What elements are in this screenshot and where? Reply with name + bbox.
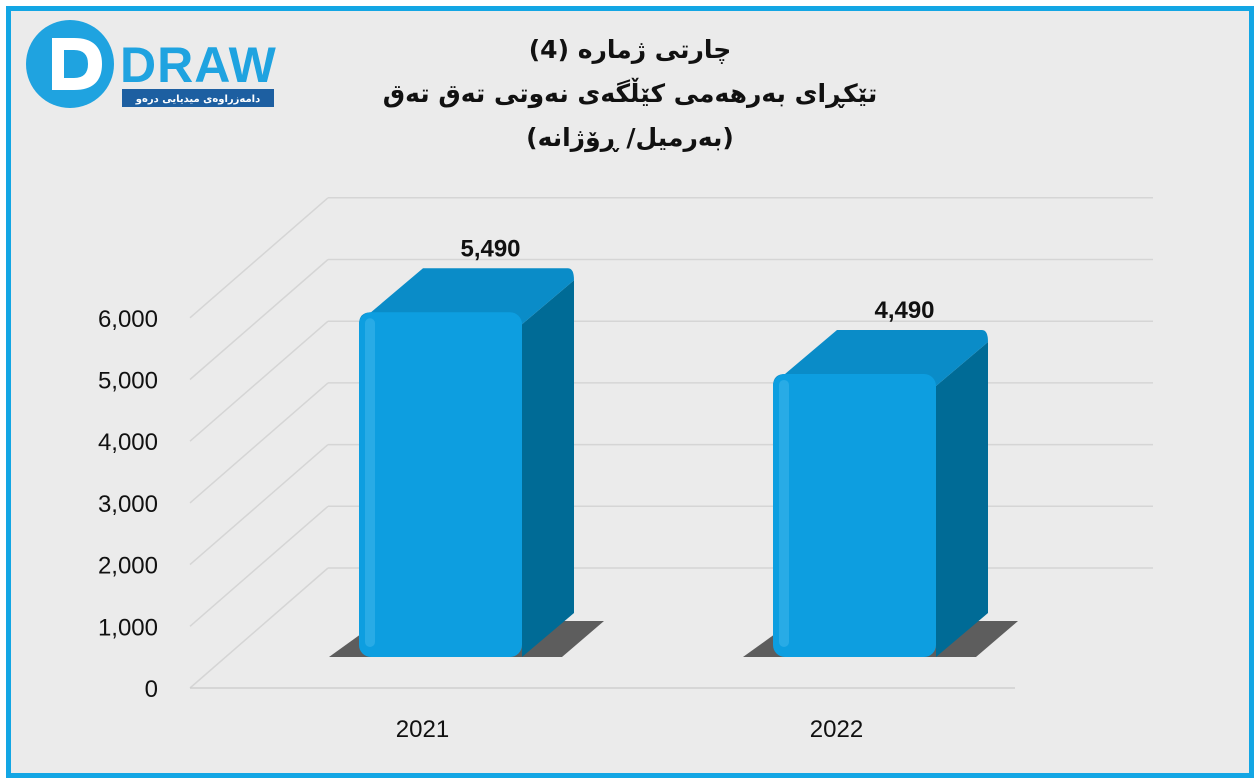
- y-tick-label: 6,000: [98, 306, 158, 333]
- y-axis: 0 1,000 2,000 3,000 4,000 5,000 6,000: [98, 306, 158, 703]
- gridline-diagonal: [189, 258, 329, 381]
- logo-d-letter: [52, 38, 102, 90]
- logo-tagline: دامەزراوەی میدیایی درەو: [135, 94, 260, 105]
- x-tick-label: 2022: [810, 716, 863, 743]
- data-label: 5,490: [460, 235, 520, 262]
- gridline-diagonal: [189, 320, 329, 442]
- gridline-diagonal: [189, 197, 329, 319]
- x-axis: 2021 2022: [396, 716, 863, 743]
- bar-highlight: [365, 318, 375, 647]
- gridline-diagonal: [189, 444, 329, 566]
- y-tick-label: 5,000: [98, 368, 158, 395]
- bar-side: [936, 341, 988, 657]
- gridline-diagonal: [189, 505, 329, 627]
- logo-wordmark: DRAW: [120, 37, 277, 93]
- logo-circle: [26, 20, 114, 108]
- x-tick-label: 2021: [396, 716, 449, 743]
- y-tick-label: 4,000: [98, 429, 158, 456]
- gridlines: [189, 197, 1153, 689]
- chart-frame: [6, 6, 1254, 778]
- bar-2021: 5,490: [329, 235, 604, 657]
- bar-front: [359, 312, 522, 657]
- title-line-3: (بەرمیل/ ڕۆژانە): [526, 123, 734, 152]
- bar-front: [773, 373, 936, 657]
- y-tick-label: 1,000: [98, 614, 158, 641]
- y-tick-label: 3,000: [98, 491, 158, 518]
- chart-title: چارتی ژمارە (4) تێکڕای بەرهەمی کێڵگەی نە…: [300, 28, 960, 160]
- data-label: 4,490: [874, 297, 934, 324]
- gridline-diagonal: [189, 382, 329, 504]
- title-line-1: چارتی ژمارە (4): [528, 35, 732, 64]
- gridline-diagonal: [189, 567, 329, 689]
- draw-logo: DRAW دامەزراوەی میدیایی درەو: [26, 20, 277, 108]
- bars: 5,490 4,490: [329, 235, 1018, 657]
- title-line-2: تێکڕای بەرهەمی کێڵگەی نەوتی تەق تەق: [382, 79, 878, 108]
- y-tick-label: 2,000: [98, 553, 158, 580]
- logo-tagline-bar: [122, 89, 274, 107]
- bar-highlight: [779, 379, 789, 647]
- y-tick-label: 0: [145, 676, 158, 703]
- bar-2022: 4,490: [743, 297, 1018, 657]
- bar-top: [359, 268, 574, 325]
- bar-top: [773, 329, 988, 386]
- bar-side: [522, 280, 574, 657]
